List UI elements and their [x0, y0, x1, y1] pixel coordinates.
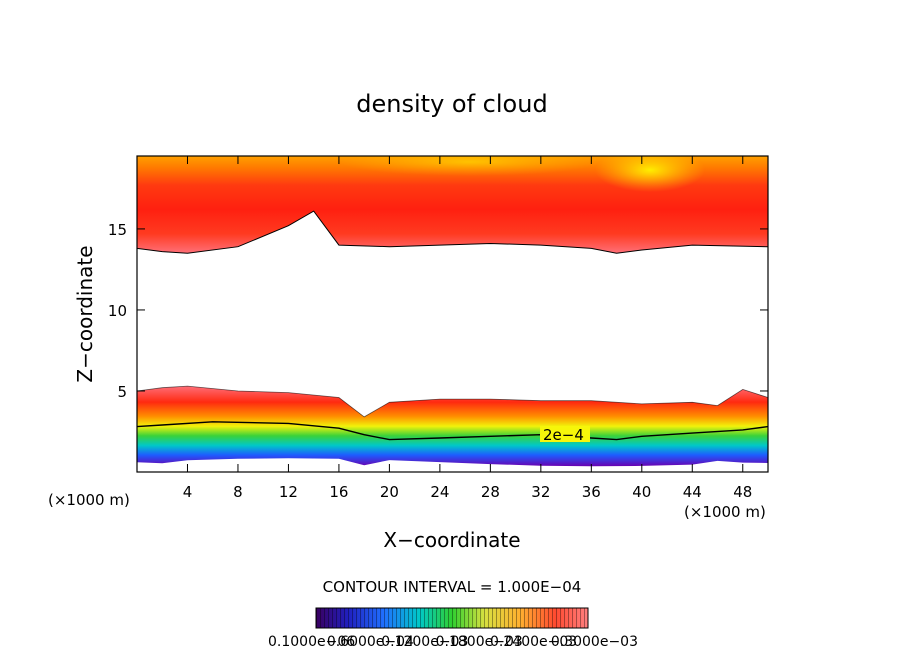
contour-label: 2e−4 — [543, 426, 584, 444]
x-tick-label: 4 — [183, 483, 193, 501]
x-axis-unit-left: (×1000 m) — [48, 491, 130, 509]
x-tick-label: 44 — [683, 483, 702, 501]
contour-label-bg — [540, 426, 590, 442]
colorbar-label: 0.1200e−03 — [381, 634, 468, 650]
colorbar-frame — [315, 607, 589, 629]
lower-cloud-top-contour — [137, 385, 768, 418]
x-tick-label: 8 — [233, 483, 243, 501]
colorbar-labels: 0.1000e−060.6000e−040.1200e−030.1800e−03… — [268, 634, 638, 650]
colorbar-label: 0.6000e−04 — [327, 634, 414, 650]
y-tick-label: 10 — [108, 302, 127, 320]
colorbar-grid — [316, 608, 588, 628]
y-axis-ticks: 5 10 15 — [108, 221, 768, 401]
x-tick-label: 28 — [481, 483, 500, 501]
upper-cloud-highlight-mid — [340, 156, 600, 176]
chart-title: density of cloud — [356, 90, 547, 118]
x-tick-label: 32 — [531, 483, 550, 501]
x-tick-label: 48 — [733, 483, 752, 501]
colorbar-label: 0.3000e−03 — [551, 634, 638, 650]
colorbar-label: 0.1800e−03 — [436, 634, 523, 650]
plot-area — [137, 156, 768, 467]
x-axis-unit-right: (×1000 m) — [684, 503, 766, 521]
upper-cloud-base-contour — [137, 210, 768, 254]
x-tick-label: 12 — [279, 483, 298, 501]
colorbar-label: 0.1000e−06 — [268, 634, 355, 650]
y-tick-label: 5 — [117, 383, 127, 401]
x-tick-label: 24 — [430, 483, 449, 501]
x-axis-label: X−coordinate — [383, 528, 520, 552]
x-tick-label: 16 — [329, 483, 348, 501]
x-axis-ticks: 4 8 12 16 20 24 28 32 36 40 44 48 — [183, 156, 752, 501]
x-tick-label: 36 — [582, 483, 601, 501]
contour-line-2e-4 — [137, 421, 768, 441]
lower-cloud-region — [137, 386, 768, 467]
y-tick-label: 15 — [108, 221, 127, 239]
contour-interval-caption: CONTOUR INTERVAL = 1.000E−04 — [323, 578, 582, 596]
y-axis-label: Z−coordinate — [73, 245, 97, 382]
x-tick-label: 40 — [632, 483, 651, 501]
plot-frame — [136, 155, 769, 473]
x-tick-label: 20 — [380, 483, 399, 501]
colorbar-label: 0.2400e−03 — [490, 634, 577, 650]
upper-cloud-highlight-right — [595, 156, 705, 192]
